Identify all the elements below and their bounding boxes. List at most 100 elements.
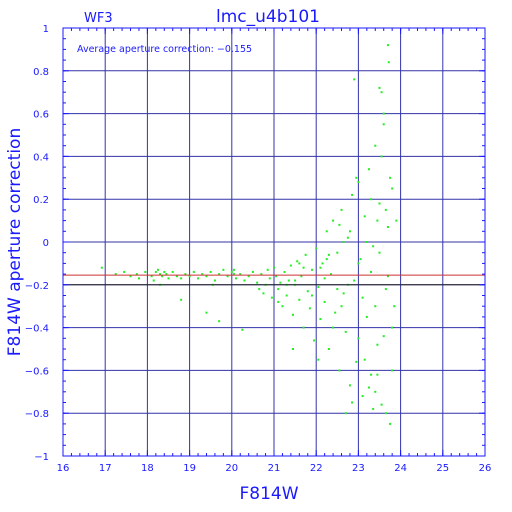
data-point	[321, 262, 324, 265]
data-point	[382, 123, 385, 126]
x-tick-label: 25	[436, 463, 449, 474]
data-point	[197, 277, 200, 280]
data-point	[266, 268, 269, 271]
data-point	[129, 275, 132, 278]
data-point	[114, 273, 117, 276]
data-point	[273, 266, 275, 269]
data-point	[135, 273, 138, 276]
y-axis-label: F814W aperture correction	[5, 128, 25, 356]
average-annotation: Average aperture correction: −0.155	[77, 44, 252, 55]
data-point	[338, 223, 341, 226]
data-point	[325, 230, 328, 233]
data-point	[298, 298, 301, 301]
data-point	[376, 219, 379, 222]
data-point	[152, 279, 155, 282]
data-point	[334, 311, 337, 314]
data-point	[205, 275, 208, 278]
data-point	[156, 268, 159, 271]
x-tick-label: 23	[352, 463, 365, 474]
data-point	[256, 281, 259, 284]
data-point	[389, 422, 392, 425]
data-point	[367, 168, 370, 171]
data-point	[378, 86, 381, 89]
data-point	[323, 300, 326, 303]
data-point	[372, 407, 375, 410]
data-point	[144, 270, 147, 273]
data-point	[351, 193, 354, 196]
data-point	[384, 208, 387, 211]
data-point	[332, 219, 335, 222]
data-point	[285, 294, 288, 297]
chart-title: lmc_u4b101	[216, 7, 320, 27]
y-tick-label: 0	[43, 238, 49, 249]
x-tick-label: 19	[183, 463, 196, 474]
x-tick-label: 16	[57, 463, 70, 474]
x-tick-label: 17	[99, 463, 112, 474]
data-point	[332, 326, 335, 329]
y-tick-label: −0.6	[25, 366, 49, 377]
data-point	[365, 315, 368, 318]
data-point	[391, 326, 394, 329]
x-tick-label: 24	[394, 463, 407, 474]
data-point	[226, 275, 229, 278]
data-point	[270, 296, 273, 299]
y-tick-label: 0.2	[33, 195, 49, 206]
data-point	[348, 230, 351, 233]
data-point	[302, 326, 305, 329]
data-point	[300, 275, 303, 278]
data-point	[365, 241, 368, 243]
data-point	[357, 262, 360, 265]
data-point	[308, 307, 311, 310]
data-point	[353, 279, 356, 282]
data-point	[222, 268, 225, 271]
data-point	[232, 273, 235, 276]
data-point	[165, 273, 168, 276]
data-point	[370, 270, 373, 273]
data-point	[315, 247, 318, 250]
data-point	[344, 412, 347, 415]
data-point	[302, 266, 305, 269]
data-point	[159, 273, 162, 276]
x-tick-labels: 16 17 18 19 20 21 22 23 24 25 26	[57, 463, 492, 474]
data-point	[372, 245, 375, 248]
data-point	[213, 279, 216, 282]
data-point	[329, 273, 332, 276]
data-point	[380, 91, 383, 94]
data-point	[393, 305, 396, 308]
data-point	[363, 358, 366, 361]
data-point	[313, 339, 316, 342]
reference-lines	[63, 274, 485, 286]
data-point	[268, 277, 271, 280]
data-point	[283, 270, 286, 273]
y-tick-label: −0.8	[25, 409, 49, 420]
data-point	[100, 266, 103, 269]
data-point	[378, 251, 381, 254]
data-point	[281, 305, 284, 308]
data-point	[346, 236, 349, 239]
data-point	[304, 253, 307, 256]
data-point	[355, 176, 358, 179]
data-point	[239, 273, 242, 276]
data-point	[277, 288, 280, 291]
data-point	[317, 358, 320, 361]
data-point	[154, 270, 157, 273]
data-point	[287, 279, 290, 282]
data-point	[353, 78, 356, 81]
data-point	[192, 270, 195, 273]
data-point	[289, 264, 292, 267]
data-point	[351, 401, 354, 404]
data-point	[344, 330, 347, 333]
data-point	[123, 270, 126, 273]
data-point	[232, 268, 235, 271]
data-point	[389, 176, 392, 179]
data-point	[275, 275, 278, 278]
data-point	[137, 277, 140, 280]
y-tick-label: −1	[34, 452, 49, 463]
data-point	[336, 251, 339, 254]
data-point	[218, 273, 221, 276]
chip-label: WF3	[84, 11, 113, 26]
data-point	[251, 270, 254, 273]
data-point	[243, 279, 246, 282]
